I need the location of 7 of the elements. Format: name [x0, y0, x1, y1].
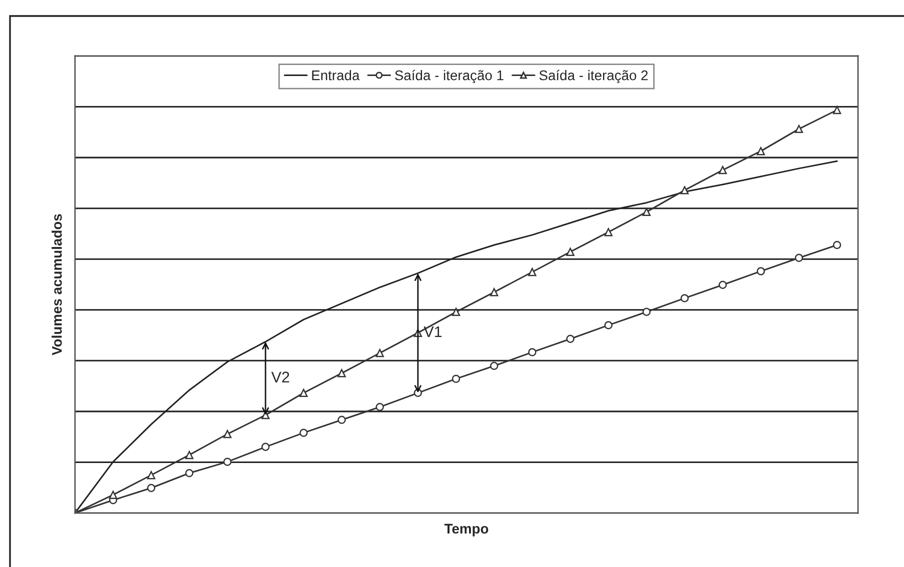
annotation: V2	[271, 372, 290, 382]
legend-label: Saída - iteração 1	[395, 70, 504, 84]
annotation: V1	[424, 326, 442, 338]
legend-label: Saída - iteração 2	[539, 70, 648, 84]
y-axis-title: Volumes acumulados	[52, 214, 62, 356]
x-axis-title: Tempo	[444, 524, 488, 536]
legend-label: Entrada	[312, 70, 360, 80]
